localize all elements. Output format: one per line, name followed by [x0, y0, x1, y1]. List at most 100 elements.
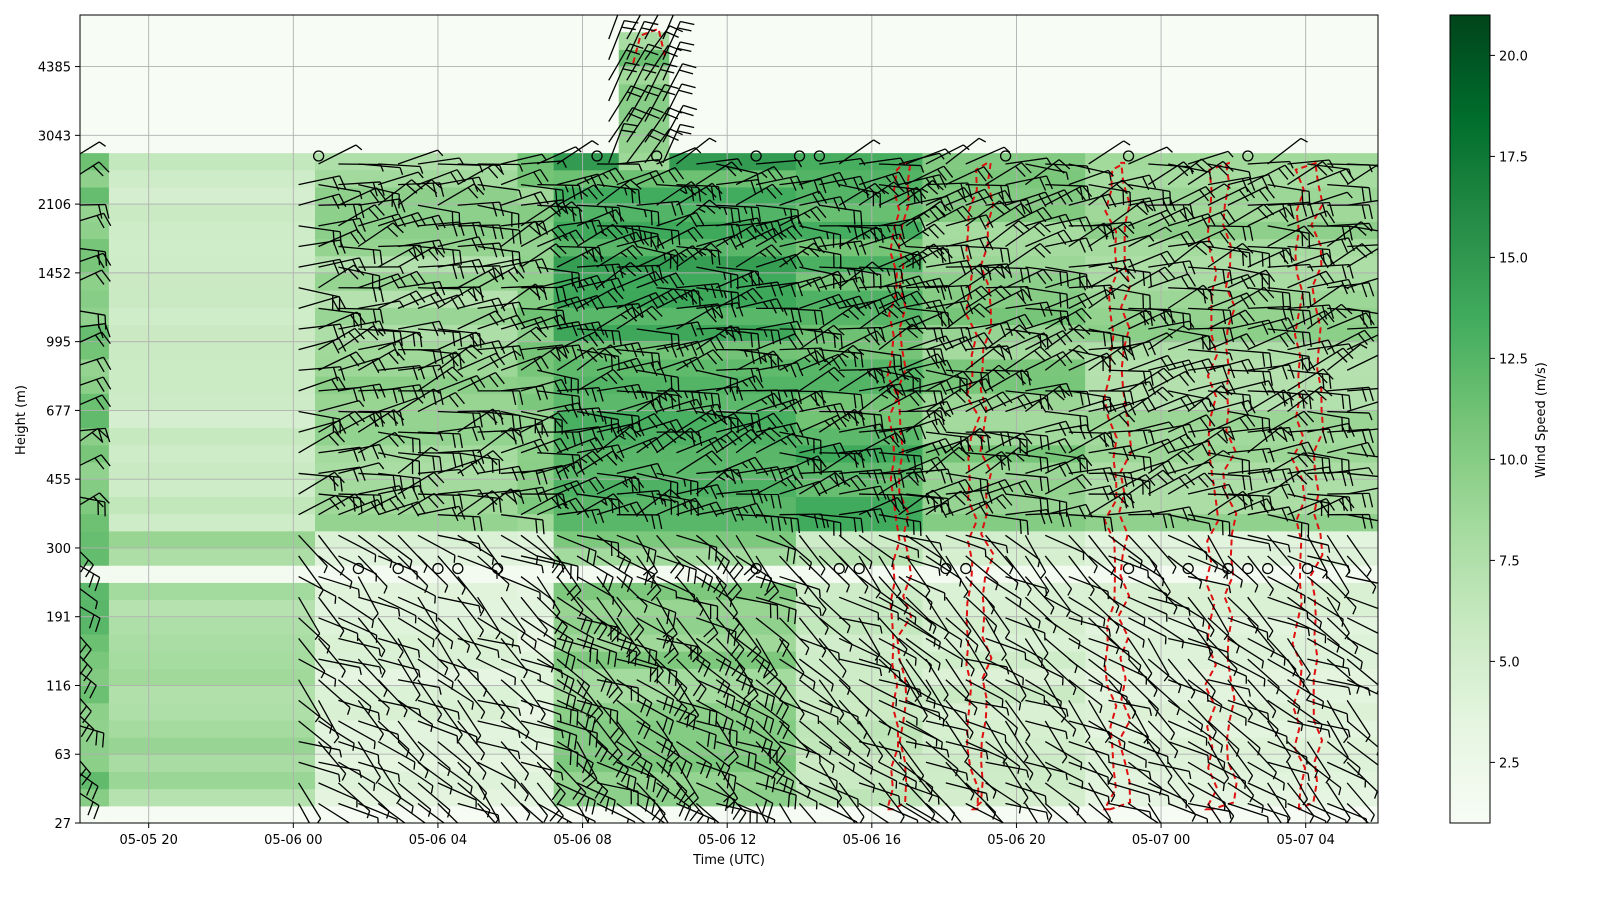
barb-feather [458, 506, 466, 520]
wind-barb [318, 307, 363, 329]
barb-feather [960, 659, 963, 668]
heatmap-cell [315, 341, 519, 360]
heatmap-cell [108, 668, 316, 687]
barb-feather [104, 428, 111, 443]
barb-staff [80, 492, 100, 506]
barb-feather [80, 643, 88, 655]
barb-feather [415, 290, 426, 303]
wind-barb [357, 679, 390, 716]
barb-feather [459, 433, 463, 449]
barb-feather [350, 232, 360, 245]
barb-feather [94, 618, 101, 633]
heatmap-cell [80, 410, 110, 429]
wind-barb [80, 376, 112, 392]
barb-staff [338, 802, 379, 819]
heatmap-cell [553, 754, 797, 773]
barb-feather [388, 435, 399, 448]
barb-feather [431, 322, 439, 336]
heatmap-cell [553, 238, 797, 257]
wind-barb [298, 494, 346, 516]
barb-feather [419, 332, 423, 348]
heatmap-cell [108, 272, 316, 291]
barb-feather [96, 255, 105, 269]
wind-barb [417, 468, 464, 477]
barb-staff [397, 802, 427, 823]
wind-barb [338, 596, 375, 629]
heatmap-cell [80, 685, 110, 704]
barb-feather [459, 469, 464, 477]
barb-feather [348, 414, 359, 426]
wind-barb [80, 671, 97, 699]
barb-feather [448, 395, 459, 408]
barb-staff [477, 163, 520, 166]
barb-feather [979, 478, 982, 494]
barb-feather [372, 249, 376, 265]
barb-staff [80, 376, 104, 386]
wind-barb [397, 720, 425, 762]
barb-feather [93, 805, 100, 820]
barb-staff [417, 782, 451, 811]
heatmap-cell [517, 805, 555, 823]
barb-feather [965, 713, 968, 722]
heatmap-cell [80, 290, 110, 308]
wind-barb [298, 699, 333, 734]
heatmap-cell [922, 238, 1086, 257]
heatmap-cell [517, 685, 555, 704]
heatmap-cell [517, 651, 555, 669]
heatmap-cell [795, 737, 924, 755]
barb-feather [1001, 699, 1004, 707]
barb-staff [358, 183, 400, 195]
speed-contour [965, 161, 995, 811]
wind-barb [417, 802, 446, 823]
barb-feather [369, 190, 380, 203]
barb-feather [379, 412, 384, 427]
heatmap-cell [922, 376, 1086, 394]
heatmap-cell [922, 668, 1086, 687]
barb-feather [955, 831, 957, 838]
heatmap-cell [108, 444, 316, 463]
wind-barb [338, 637, 382, 657]
barb-feather [355, 144, 363, 151]
barb-staff [80, 454, 102, 467]
barb-staff [298, 699, 333, 727]
barb-feather [352, 448, 359, 462]
barb-staff [397, 492, 435, 516]
heatmap-cell [1085, 547, 1378, 566]
heatmap-cell [517, 324, 555, 343]
barb-feather [396, 797, 402, 805]
barb-staff [338, 720, 376, 743]
barb-staff [417, 555, 449, 587]
barb-feather [98, 161, 110, 173]
barb-feather [919, 521, 922, 537]
heatmap-cell [108, 702, 316, 721]
barb-staff [377, 171, 419, 186]
jet-contour [632, 27, 667, 64]
heatmap-cell [922, 599, 1086, 618]
barb-feather [359, 447, 366, 462]
heatmap-cell [795, 204, 924, 222]
heatmap-cell [108, 582, 316, 601]
barb-feather [797, 839, 801, 845]
heatmap-cell [108, 341, 316, 360]
wind-barb [338, 740, 380, 763]
wind-barb [358, 596, 401, 617]
barb-feather [341, 670, 346, 678]
barb-feather [358, 400, 365, 407]
barb-staff [338, 637, 380, 650]
barb-feather [664, 834, 675, 844]
barb-staff [298, 679, 321, 717]
barb-feather [339, 477, 343, 492]
barb-feather [424, 770, 429, 779]
barb-feather [378, 444, 386, 458]
barb-feather [372, 445, 380, 460]
heatmap-cell [108, 186, 316, 205]
calm-circle [432, 562, 444, 575]
wind-barb [358, 485, 406, 501]
barb-feather [83, 668, 93, 682]
barb-staff [318, 575, 359, 590]
barb-feather [392, 342, 399, 357]
wind-barb [338, 462, 385, 475]
wind-barb [417, 392, 465, 413]
barb-feather [403, 709, 408, 718]
barb-feather [87, 801, 94, 816]
